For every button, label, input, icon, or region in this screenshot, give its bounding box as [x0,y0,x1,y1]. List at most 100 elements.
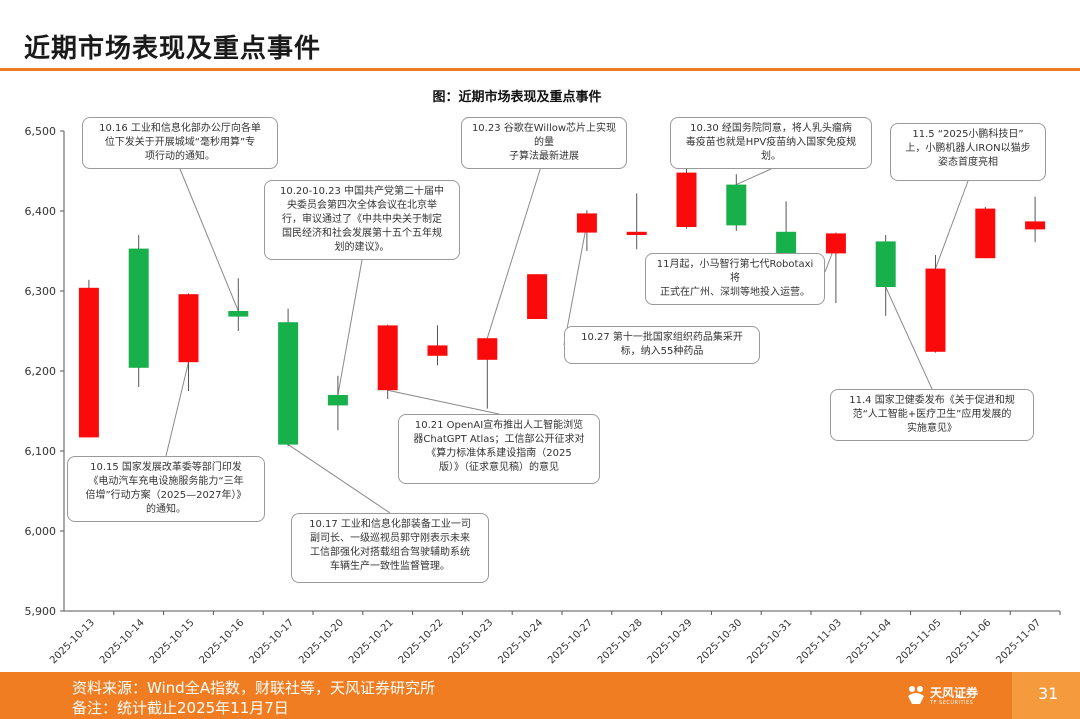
candle-body [975,208,996,259]
candle [178,293,199,391]
candle-body [825,233,846,254]
candle-body [477,338,498,360]
candle [1025,196,1046,243]
candle-body [228,311,249,317]
candle-body [925,268,946,352]
x-tick-label: 2025-11-07 [994,617,1043,666]
candle [427,325,448,366]
x-tick-label: 2025-10-23 [447,617,496,666]
candle-body [128,248,149,368]
x-tick-label: 2025-10-30 [696,617,745,666]
candle [875,235,896,316]
candle [576,210,597,251]
candle [776,201,797,255]
chart-axes: 5,900 6,000 6,100 6,200 6,300 6,400 6,500 [25,125,1060,618]
x-tick-label: 2025-10-14 [98,617,147,666]
candle-body [427,345,448,356]
title-divider [0,68,1080,71]
annotation-leader [387,389,500,415]
x-tick-label: 2025-10-22 [397,617,446,666]
y-tick-label: 6,200 [25,365,57,378]
candle-body [278,322,299,445]
annotation-leader [165,362,189,457]
annotation-box: 10.21 OpenAI宣布推出人工智能浏览 器ChatGPT Atlas；工信… [398,414,600,484]
candle-body [726,184,747,226]
x-tick-label: 2025-11-06 [945,617,994,666]
candle [377,324,398,399]
annotation-box: 11.5 “2025小鹏科技日” 上，小鹏机器人IRON以猫步 姿态首度亮相 [890,123,1046,181]
x-tick-label: 2025-10-24 [496,617,545,666]
x-tick-label: 2025-10-20 [297,617,346,666]
annotation-box: 10.15 国家发展改革委等部门印发 《电动汽车充电设施服务能力“三年 倍增”行… [67,456,265,522]
annotation-leaders [165,156,969,514]
source-note: 资料来源：Wind全A指数，财联社等，天风证券研究所 [72,679,435,697]
y-tick-label: 5,900 [25,605,57,618]
x-tick-label: 2025-10-29 [646,617,695,666]
candle [228,278,249,331]
annotation-box: 10.27 第十一批国家组织药品集采开 标，纳入55种药品 [564,326,760,364]
page-number: 31 [1038,684,1059,703]
candle [975,207,996,259]
candle [78,279,99,438]
candle-body [776,231,797,254]
candle-body [576,213,597,233]
annotation-leader [935,180,969,269]
candle [527,274,548,319]
x-tick-label: 2025-11-03 [795,617,844,666]
annotation-leader [337,259,363,396]
candle-body [626,231,647,235]
brand-logo-icon [908,686,924,704]
candle [626,193,647,250]
candle-body [1025,221,1046,230]
annotation-leader [736,168,772,186]
x-tick-label: 2025-11-04 [845,617,894,666]
annotation-leader [885,286,933,390]
y-tick-label: 6,300 [25,285,57,298]
page-title: 近期市场表现及重点事件 [24,34,322,64]
candle-body [377,325,398,391]
annotation-box: 11月起，小马智行第七代Robotaxi将 正式在广州、深圳等地投入运营。 [645,253,825,305]
brand-name: 天风证券 [930,686,979,700]
candle [726,174,747,231]
annotation-leader [563,222,588,346]
candle-body [676,172,697,227]
annotation-leader [486,156,545,339]
y-tick-label: 6,100 [25,445,57,458]
y-tick-label: 6,000 [25,525,57,538]
y-tick-label: 6,400 [25,205,57,218]
x-tick-label: 2025-10-16 [198,617,247,666]
candle [128,235,149,387]
page-number-box [1012,672,1080,719]
annotation-box: 10.20-10.23 中国共产党第二十届中 央委员会第四次全体会议在北京举 行… [264,180,460,260]
x-tick-label: 2025-10-17 [247,617,296,666]
candle-body [78,287,99,438]
brand-sub: TF SECURITIES [930,700,974,706]
x-axis-labels: 2025-10-13 2025-10-14 2025-10-15 2025-10-16… [48,611,1061,666]
annotation-leader [179,168,239,312]
date-note: 备注：统计截止2025年11月7日 [72,699,289,717]
x-tick-label: 2025-10-31 [745,617,794,666]
candle-body [527,274,548,319]
annotation-box: 10.17 工业和信息化部装备工业一司 副司长、一级巡视员郭守刚表示未来 工信部… [291,513,489,583]
annotation-box: 10.23 谷歌在Willow芯片上实现的量 子算法最新进展 [461,117,627,169]
chart-title: 图：近期市场表现及重点事件 [432,89,601,105]
candle-body [327,395,348,406]
annotation-box: 10.30 经国务院同意，将人乳头瘤病 毒疫苗也就是HPV疫苗纳入国家免疫规 划… [670,117,872,169]
footer: 资料来源：Wind全A指数，财联社等，天风证券研究所 备注：统计截止2025年1… [0,672,1080,719]
candle-body [875,241,896,287]
x-tick-label: 2025-10-28 [596,617,645,666]
candle [676,161,697,229]
footer-text: 资料来源：Wind全A指数，财联社等，天风证券研究所 备注：统计截止2025年1… [72,678,435,718]
candles [78,161,1046,447]
candle [925,255,946,353]
brand-logo: 天风证券 TF SECURITIES [906,680,996,712]
candle [477,338,498,409]
x-tick-label: 2025-10-27 [546,617,595,666]
candle [327,375,348,431]
x-tick-label: 2025-11-05 [895,617,944,666]
x-tick-label: 2025-10-15 [148,617,197,666]
x-tick-label: 2025-10-21 [347,617,396,666]
candle-body [178,294,199,363]
candlestick-chart: 图：近期市场表现及重点事件 5,900 6,000 6,100 6,200 6,300 6… [25,89,1061,666]
annotation-leader [287,444,391,514]
